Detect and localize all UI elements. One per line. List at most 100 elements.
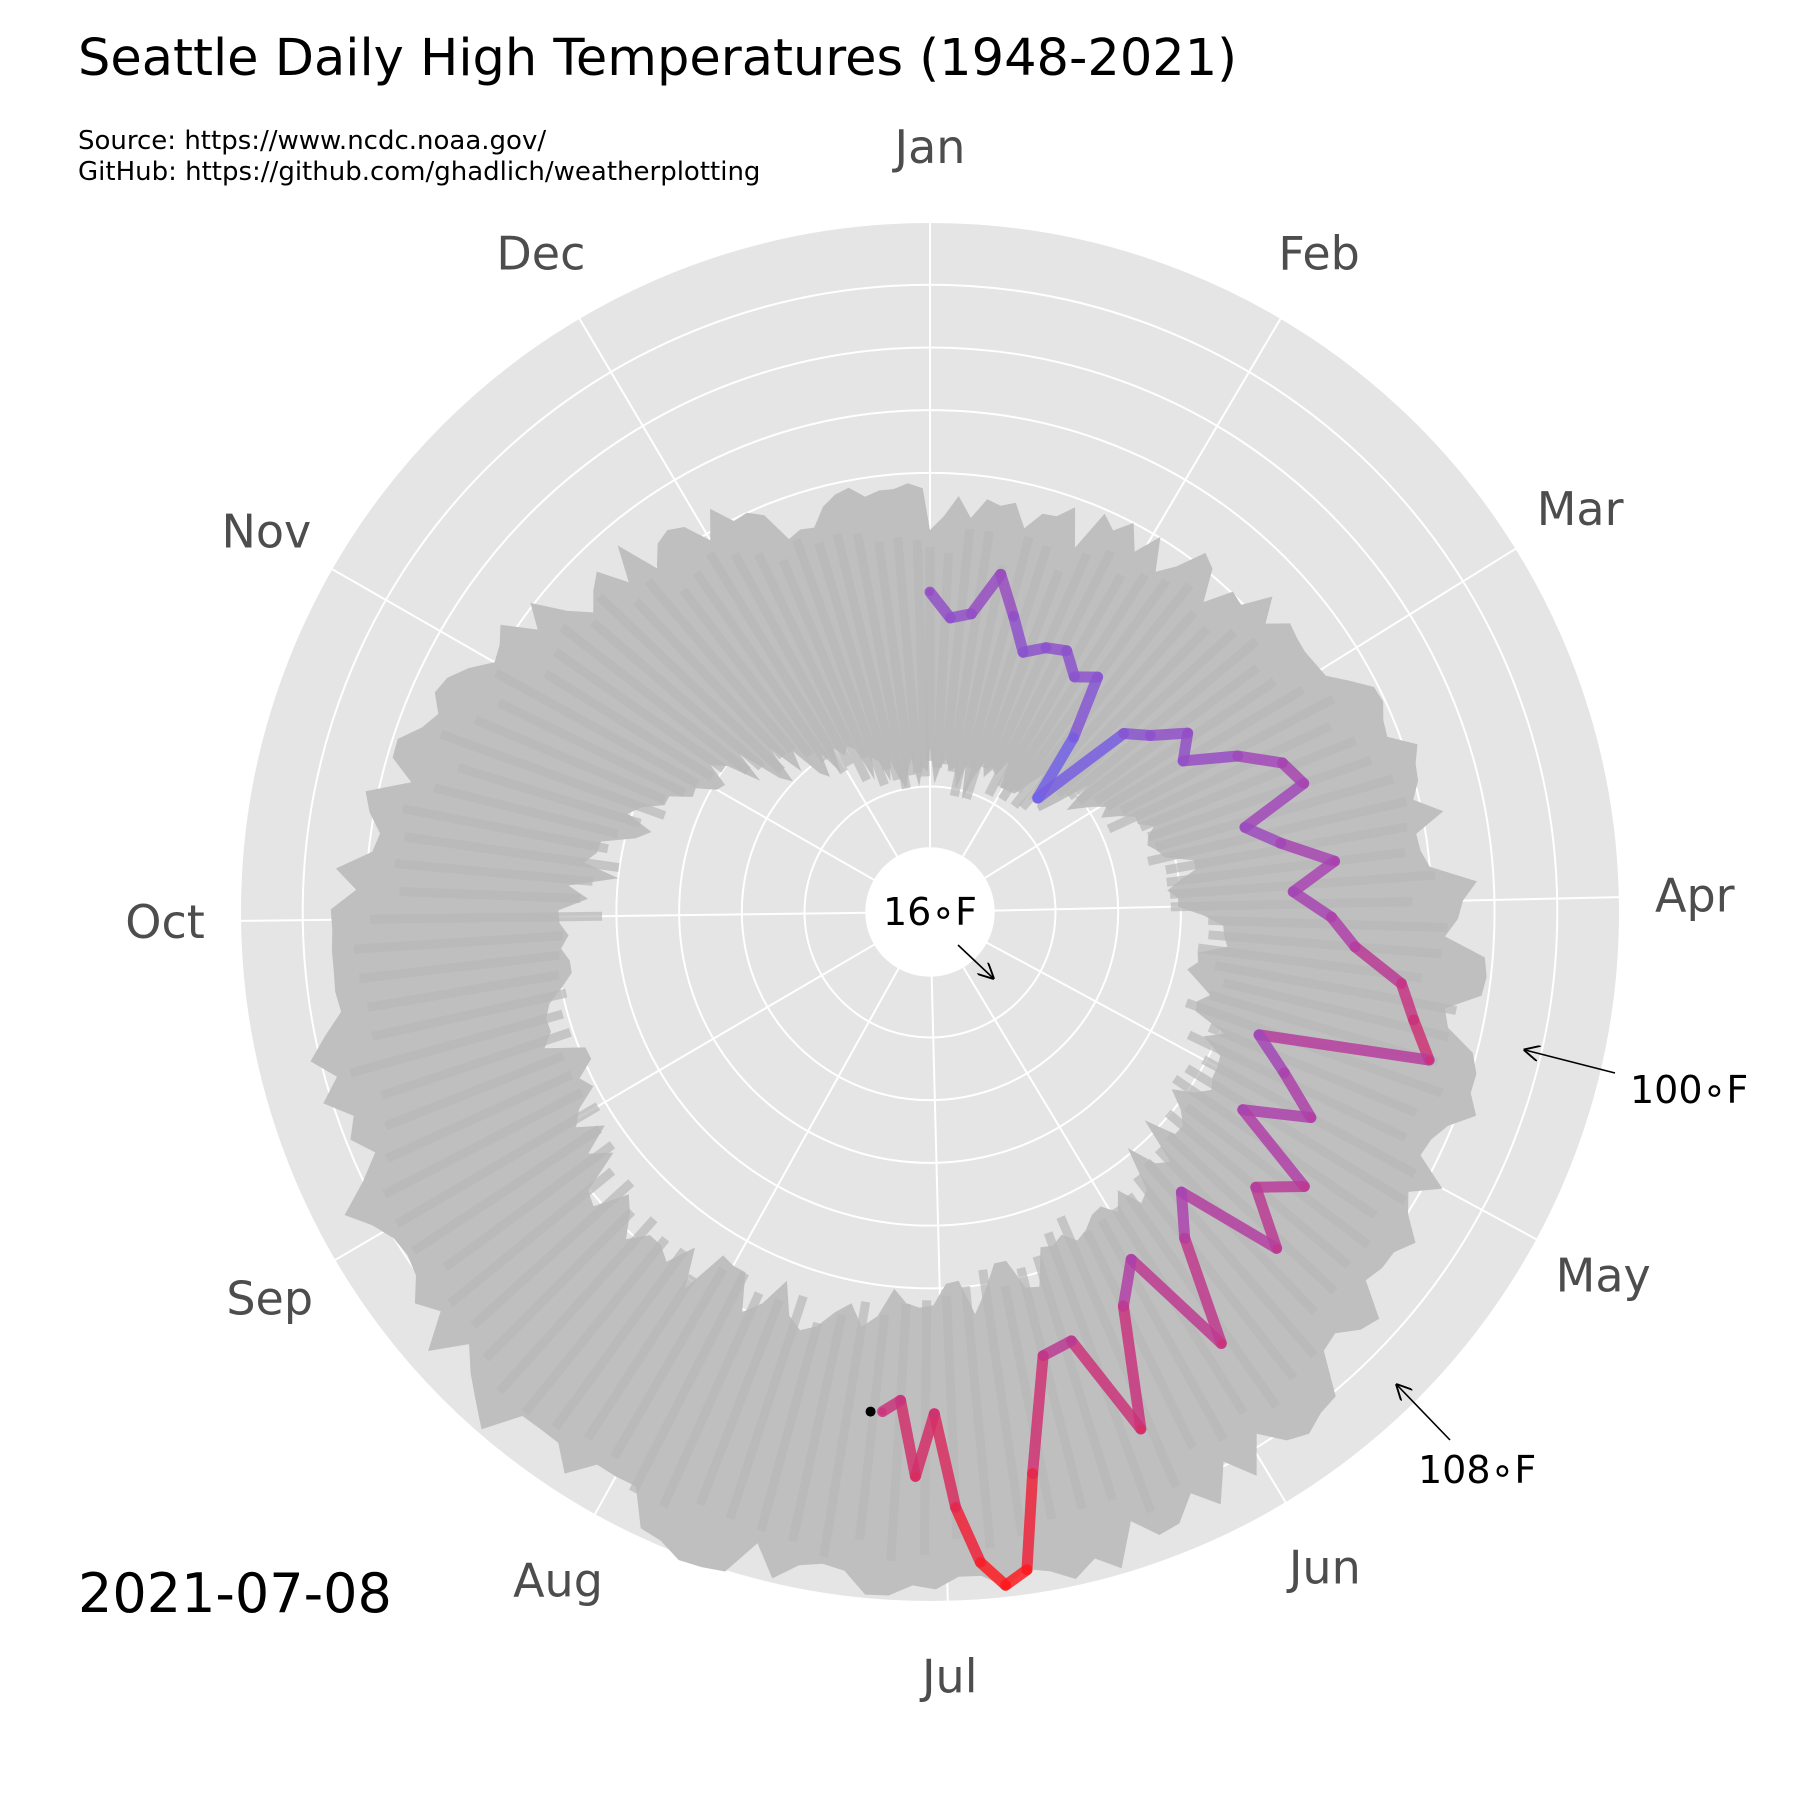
- series-segment: [995, 568, 1020, 622]
- history-spike: [559, 623, 751, 775]
- history-spike: [457, 763, 642, 828]
- history-spike: [893, 536, 923, 774]
- history-spike: [725, 1294, 808, 1520]
- month-labels: Jan Feb Mar Apr May Jun Jul Aug Sep Oct Nov Dec: [125, 120, 1734, 1704]
- history-spike: [353, 931, 564, 954]
- series-point: [1183, 729, 1192, 738]
- series-segment: [1237, 1104, 1317, 1124]
- series-segment: [1349, 941, 1407, 990]
- center-hole: [865, 847, 995, 977]
- month-label-jan: Jan: [892, 120, 966, 174]
- history-spike: [382, 1088, 585, 1199]
- history-spike: [394, 859, 594, 886]
- history-spike: [1214, 960, 1458, 1015]
- series-point: [1299, 779, 1308, 788]
- history-spike: [644, 577, 796, 754]
- annotation-arrow: [1397, 1385, 1451, 1441]
- series-segment: [1144, 727, 1194, 741]
- history-spike: [978, 1269, 1027, 1537]
- annotation-label: 100∘F: [1630, 1068, 1748, 1112]
- series-segment: [1250, 1181, 1283, 1254]
- series-point: [1217, 1339, 1226, 1348]
- history-spike: [1000, 1285, 1057, 1521]
- history-spike: [1082, 1229, 1197, 1450]
- annotation-arrow: [1525, 1050, 1616, 1074]
- history-spike: [590, 618, 765, 771]
- series-point: [930, 1409, 939, 1418]
- series-segment: [1237, 1104, 1310, 1192]
- history-spike: [679, 587, 814, 759]
- series-segment: [1027, 1350, 1049, 1480]
- history-spike: [380, 1028, 572, 1100]
- history-spike: [988, 552, 1091, 771]
- history-spike: [1143, 1158, 1318, 1359]
- series-point: [1300, 1182, 1309, 1191]
- history-spike: [659, 1291, 764, 1509]
- series-segment: [1408, 1014, 1435, 1066]
- history-spike: [874, 541, 916, 776]
- series-point: [1272, 1244, 1281, 1253]
- history-spike: [433, 783, 619, 839]
- history-spike: [442, 1141, 616, 1272]
- series-segment: [1117, 1253, 1137, 1312]
- series-point: [1330, 857, 1339, 866]
- series-segment: [1067, 671, 1104, 744]
- series-segment: [1032, 727, 1130, 804]
- history-spike: [552, 648, 727, 773]
- history-spike: [1208, 930, 1442, 959]
- series-point: [1276, 839, 1285, 848]
- history-spike: [1170, 897, 1413, 912]
- history-spike: [996, 573, 1126, 790]
- history-spike: [496, 698, 687, 797]
- annotation-arrow: [957, 944, 993, 978]
- history-spike: [447, 1167, 616, 1307]
- series-segment: [1253, 1029, 1435, 1066]
- history-spike: [1147, 755, 1373, 842]
- history-spike: [1147, 797, 1408, 866]
- history-spike: [792, 538, 889, 787]
- series-point: [1067, 1336, 1076, 1345]
- history-spike: [1165, 1132, 1338, 1295]
- series-point: [1397, 979, 1406, 988]
- series-point: [1009, 612, 1018, 621]
- chart-title: Seattle Daily High Temperatures (1948-20…: [78, 29, 1237, 88]
- series-point: [1233, 752, 1242, 761]
- history-spike: [788, 1313, 847, 1543]
- series-point: [1280, 1068, 1289, 1077]
- history-spike: [366, 970, 560, 1012]
- series-point: [1289, 887, 1298, 896]
- history-spike: [399, 886, 581, 903]
- history-spike: [1103, 685, 1306, 811]
- source-line: Source: https://www.ncdc.noaa.gov/: [78, 126, 546, 156]
- history-spike: [543, 669, 715, 781]
- history-spike: [754, 552, 871, 783]
- series-point: [1069, 733, 1078, 742]
- series-segment: [928, 1408, 962, 1513]
- history-spike: [371, 988, 568, 1041]
- series-point: [1093, 673, 1102, 682]
- series-segment: [1065, 1335, 1147, 1435]
- series-point: [1039, 1351, 1048, 1360]
- series-segment: [1395, 978, 1420, 1026]
- history-spike: [1016, 1266, 1087, 1510]
- series-point: [951, 1503, 960, 1512]
- series-point: [1041, 643, 1050, 652]
- series-segment: [1275, 837, 1341, 867]
- history-spike: [369, 911, 603, 924]
- series-segment: [1287, 886, 1337, 923]
- history-spike: [692, 570, 830, 763]
- history-spike: [1138, 736, 1358, 832]
- history-spike: [632, 598, 786, 760]
- history-spike: [1208, 915, 1448, 933]
- series-point: [1062, 646, 1071, 655]
- series-point: [1278, 758, 1287, 767]
- history-spike: [695, 1298, 784, 1507]
- month-label-feb: Feb: [1278, 226, 1359, 280]
- series-segment: [1287, 855, 1341, 898]
- series-point: [1241, 823, 1250, 832]
- series-point: [1033, 794, 1042, 803]
- month-label-nov: Nov: [222, 504, 312, 558]
- series-point: [1136, 1424, 1145, 1433]
- history-spike: [349, 1009, 564, 1078]
